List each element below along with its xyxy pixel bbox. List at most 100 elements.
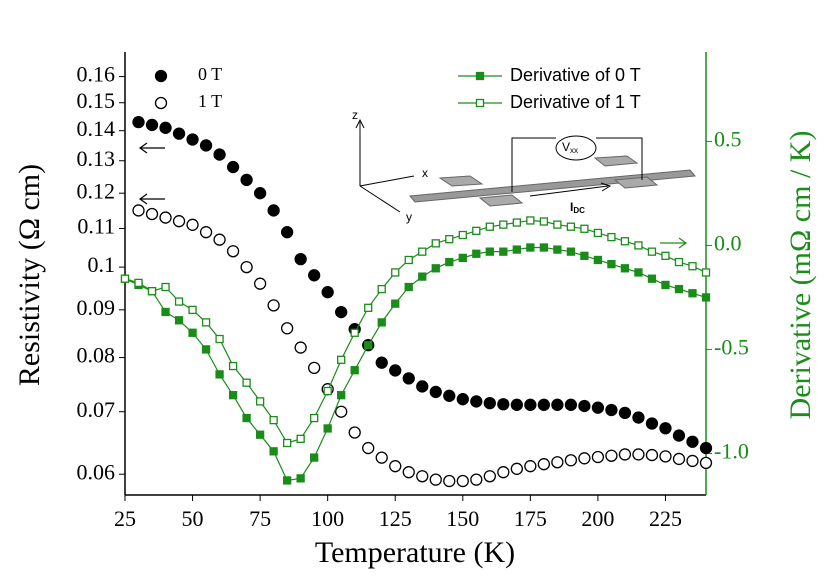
marker bbox=[418, 247, 427, 256]
marker bbox=[578, 399, 591, 413]
marker bbox=[280, 226, 294, 239]
legend-label: 0 T bbox=[198, 64, 222, 84]
x-tick-label: 175 bbox=[514, 506, 547, 531]
marker bbox=[553, 220, 562, 229]
marker bbox=[499, 247, 508, 256]
marker bbox=[475, 98, 485, 108]
marker bbox=[337, 391, 346, 400]
sample-bar bbox=[409, 169, 696, 203]
marker bbox=[362, 441, 375, 455]
wire bbox=[596, 137, 643, 180]
marker bbox=[282, 438, 292, 448]
inset-label: V bbox=[562, 140, 570, 154]
marker bbox=[553, 245, 562, 254]
marker bbox=[364, 303, 373, 312]
y2-tick-label: -1.0 bbox=[714, 438, 749, 463]
y2-axis-label: Derivative (mΩ cm / K) bbox=[784, 131, 817, 420]
marker bbox=[402, 372, 415, 385]
marker bbox=[391, 268, 400, 277]
arrow-head bbox=[355, 118, 365, 129]
marker bbox=[172, 127, 186, 140]
marker bbox=[172, 215, 186, 228]
marker bbox=[188, 328, 197, 337]
x-tick-label: 200 bbox=[581, 506, 614, 531]
marker bbox=[591, 450, 605, 464]
marker bbox=[526, 243, 535, 252]
marker bbox=[294, 341, 307, 354]
marker bbox=[377, 284, 386, 294]
marker bbox=[499, 220, 508, 229]
series-line bbox=[124, 219, 707, 444]
marker bbox=[524, 460, 537, 473]
x-tick-label: 125 bbox=[379, 506, 412, 531]
marker bbox=[564, 454, 578, 467]
marker bbox=[580, 251, 589, 260]
inset-label: Vxx bbox=[562, 140, 578, 155]
marker bbox=[605, 449, 618, 462]
series-line bbox=[124, 246, 707, 482]
marker bbox=[120, 274, 130, 283]
inset-label: xx bbox=[570, 146, 578, 155]
marker bbox=[537, 398, 551, 411]
x-axis-arrow bbox=[359, 175, 415, 187]
marker bbox=[240, 173, 253, 187]
y-axis-arrow bbox=[359, 185, 401, 213]
y-tick-label: 0.07 bbox=[77, 397, 116, 422]
inset-label: z bbox=[352, 108, 358, 122]
marker bbox=[591, 401, 605, 414]
marker bbox=[323, 386, 332, 396]
marker bbox=[607, 232, 616, 242]
marker bbox=[483, 396, 496, 410]
marker bbox=[213, 233, 226, 246]
y-tick-label: 0.13 bbox=[77, 146, 116, 171]
marker bbox=[404, 282, 413, 292]
marker bbox=[445, 235, 454, 244]
x-tick-label: 75 bbox=[249, 506, 271, 531]
marker bbox=[551, 398, 564, 411]
inset-diagram bbox=[355, 118, 696, 213]
marker bbox=[620, 264, 630, 273]
marker bbox=[510, 398, 523, 411]
marker bbox=[688, 289, 697, 298]
y2-tick-label: 0.0 bbox=[714, 230, 742, 255]
marker bbox=[431, 264, 440, 273]
marker bbox=[485, 247, 494, 256]
marker bbox=[618, 448, 632, 461]
marker bbox=[242, 413, 251, 423]
marker bbox=[269, 415, 278, 425]
marker bbox=[632, 411, 645, 424]
marker bbox=[364, 341, 373, 350]
marker bbox=[539, 243, 549, 252]
marker bbox=[445, 257, 454, 267]
marker bbox=[389, 364, 402, 377]
marker bbox=[186, 133, 199, 146]
marker bbox=[475, 71, 485, 81]
marker bbox=[132, 204, 145, 217]
marker bbox=[429, 385, 442, 399]
y-tick-label: 0.15 bbox=[77, 88, 116, 113]
marker bbox=[593, 228, 603, 238]
marker bbox=[431, 239, 440, 248]
marker bbox=[647, 274, 657, 283]
marker bbox=[688, 262, 697, 271]
marker bbox=[255, 397, 265, 406]
inset-label: I bbox=[570, 200, 573, 214]
marker bbox=[620, 237, 630, 246]
marker bbox=[154, 69, 168, 83]
marker bbox=[280, 322, 294, 335]
marker bbox=[335, 405, 348, 418]
marker bbox=[618, 406, 632, 420]
marker bbox=[321, 286, 334, 299]
marker bbox=[253, 277, 267, 290]
marker bbox=[647, 247, 657, 256]
marker bbox=[429, 473, 442, 486]
marker bbox=[242, 378, 251, 387]
marker bbox=[418, 272, 427, 281]
marker bbox=[634, 268, 643, 277]
marker bbox=[145, 207, 159, 221]
marker bbox=[674, 284, 684, 294]
marker bbox=[472, 226, 481, 236]
marker bbox=[483, 470, 496, 483]
marker bbox=[470, 473, 483, 486]
marker bbox=[323, 424, 332, 433]
